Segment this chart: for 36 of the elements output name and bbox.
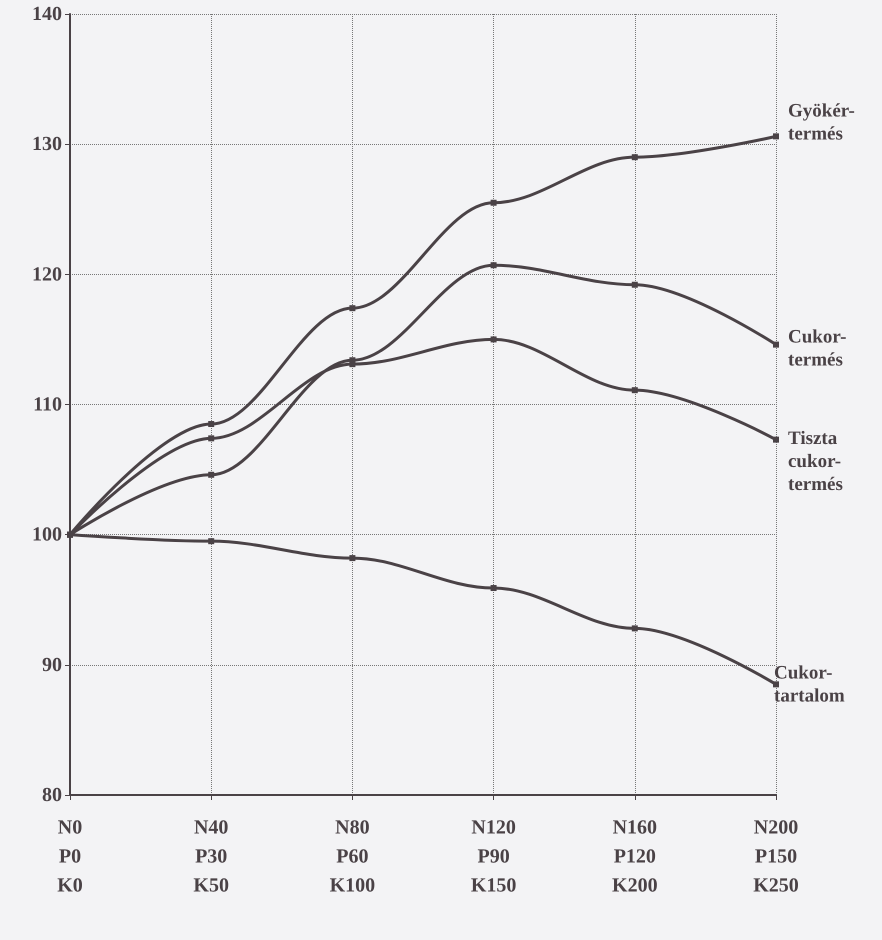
point: [773, 133, 779, 140]
series-label: Cukor- tartalom: [774, 662, 845, 706]
series-label: Gyökér- termés: [788, 100, 855, 144]
point: [208, 472, 214, 478]
x-tick-label: N80 P60 K100: [330, 816, 376, 896]
point: [490, 585, 497, 592]
y-tick-label: 140: [32, 3, 62, 25]
point: [490, 200, 497, 206]
x-tick-label: N160 P120 K200: [612, 816, 658, 896]
x-tick-label: N120 P90 K150: [470, 816, 516, 896]
y-tick-label: 100: [32, 524, 62, 546]
x-tick-label: N0 P0 K0: [57, 816, 83, 896]
point: [632, 387, 638, 394]
point: [773, 342, 779, 348]
point: [208, 421, 214, 428]
y-tick-label: 120: [32, 263, 62, 286]
point: [490, 262, 497, 268]
point: [208, 538, 214, 544]
point: [773, 681, 779, 688]
x-tick-label: N200 P150 K250: [753, 816, 799, 896]
x-tick-label: N40 P30 K50: [193, 816, 229, 896]
point: [208, 435, 214, 442]
point: [632, 625, 638, 632]
y-tick-label: 90: [42, 654, 62, 676]
point: [349, 555, 356, 562]
point: [632, 154, 638, 160]
series-label: Tiszta cukor- termés: [788, 428, 843, 496]
point: [490, 336, 497, 342]
point: [773, 436, 779, 443]
y-tick-label: 80: [42, 784, 62, 806]
point: [349, 305, 356, 312]
y-tick-label: 110: [33, 394, 62, 416]
series-label: Cukor- termés: [788, 326, 846, 371]
point: [632, 282, 638, 288]
y-tick-label: 130: [32, 133, 62, 156]
point: [349, 361, 356, 368]
